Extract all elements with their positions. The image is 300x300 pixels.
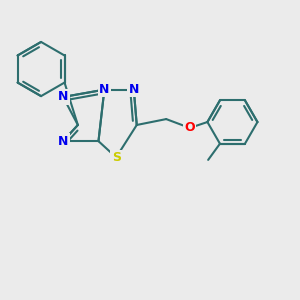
Text: N: N [99,83,110,96]
Text: N: N [58,91,68,103]
Text: S: S [112,151,121,164]
Text: N: N [58,135,68,148]
Text: O: O [184,122,195,134]
Text: N: N [129,83,139,96]
